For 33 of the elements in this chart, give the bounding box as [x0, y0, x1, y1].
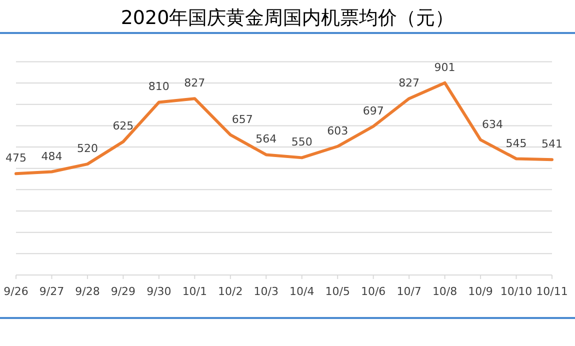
x-tick-label: 10/10	[500, 285, 532, 298]
x-tick-label: 10/9	[468, 285, 493, 298]
data-label: 564	[256, 132, 277, 146]
x-tick-label: 9/27	[39, 285, 64, 298]
data-label: 901	[434, 60, 456, 74]
x-tick-label: 9/26	[4, 285, 28, 298]
data-label: 657	[232, 112, 253, 126]
data-label: 625	[112, 120, 134, 133]
x-tick-label: 10/2	[218, 285, 243, 298]
x-tick-label: 9/30	[146, 285, 172, 298]
data-label: 827	[184, 76, 206, 90]
x-tick-label: 9/29	[110, 285, 136, 298]
data-label: 810	[148, 80, 170, 94]
x-tick-label: 10/11	[536, 285, 568, 298]
data-label: 520	[76, 142, 98, 156]
chart-title: 2020年国庆黄金周国内机票均价（元）	[120, 7, 454, 29]
x-tick-label: 10/4	[290, 285, 314, 298]
x-tick-label: 10/6	[360, 285, 386, 298]
data-label: 603	[327, 124, 348, 138]
data-label: 545	[506, 136, 527, 150]
x-tick-label: 10/8	[432, 285, 458, 298]
data-label: 475	[6, 152, 26, 165]
x-tick-label: 10/3	[254, 285, 278, 298]
x-tick-label: 10/1	[182, 285, 208, 298]
data-label: 550	[291, 136, 312, 149]
data-label: 541	[542, 138, 562, 151]
x-tick-label: 10/5	[325, 285, 350, 298]
x-tick-label: 9/28	[75, 285, 100, 298]
data-label: 827	[398, 76, 420, 90]
data-label: 634	[482, 118, 504, 131]
data-label: 484	[41, 150, 62, 163]
data-label: 697	[362, 104, 384, 118]
x-tick-label: 10/7	[396, 285, 422, 298]
